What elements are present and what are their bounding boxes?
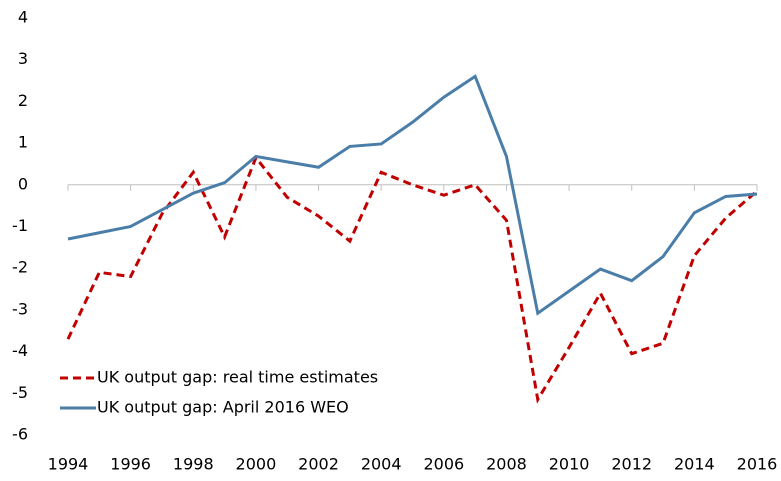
- x-tick-label: 2002: [298, 455, 339, 474]
- series-line: [67, 74, 758, 316]
- x-tick-label: 2000: [236, 455, 277, 474]
- x-tick-label: 2004: [361, 455, 402, 474]
- y-tick-label: -6: [12, 425, 28, 444]
- x-tick-label: 1998: [173, 455, 214, 474]
- legend-label: UK output gap: April 2016 WEO: [97, 398, 349, 417]
- y-tick-label: 1: [18, 133, 28, 152]
- x-tick-label: 2006: [423, 455, 464, 474]
- y-tick-label: -5: [12, 383, 28, 402]
- y-tick-label: 2: [18, 91, 28, 110]
- y-tick-label: -1: [12, 216, 28, 235]
- x-tick-label: 2010: [549, 455, 590, 474]
- y-tick-label: -3: [12, 299, 28, 318]
- x-tick-label: 1994: [48, 455, 89, 474]
- x-tick-label: 1996: [110, 455, 151, 474]
- y-tick-label: -4: [12, 341, 28, 360]
- legend-label: UK output gap: real time estimates: [97, 368, 378, 387]
- x-tick-label: 2016: [737, 455, 778, 474]
- x-tick-label: 2014: [674, 455, 715, 474]
- y-tick-label: 0: [18, 174, 28, 193]
- y-tick-label: -2: [12, 258, 28, 277]
- y-tick-label: 4: [18, 8, 28, 27]
- x-tick-label: 2008: [486, 455, 527, 474]
- x-tick-label: 2012: [611, 455, 652, 474]
- y-tick-label: 3: [18, 49, 28, 68]
- series-line: [66, 154, 758, 404]
